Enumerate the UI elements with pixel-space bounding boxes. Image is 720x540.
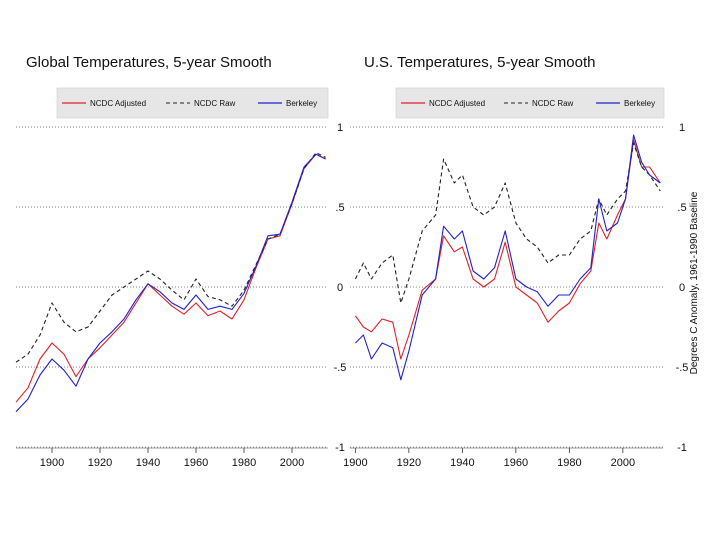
y-tick-label: .5 (677, 202, 686, 214)
y-tick-label: -.5 (676, 362, 689, 374)
x-tick-label: 1980 (232, 457, 256, 469)
x-tick-label: 1900 (40, 457, 64, 469)
series-line-berkeley (15, 153, 326, 413)
y-tick-label: .5 (335, 202, 344, 214)
panel-global: Global Temperatures, 5-year Smooth NCDC … (15, 54, 346, 469)
x-tick-label: 1940 (136, 457, 160, 469)
series-line-ncdc-adjusted (354, 139, 661, 360)
y-axis-label: Degrees C Anomaly, 1961-1990 Baseline (689, 191, 700, 374)
series-line-ncdc-raw (15, 152, 326, 363)
x-tick-label: 1920 (397, 457, 421, 469)
chart-title-us: U.S. Temperatures, 5-year Smooth (364, 54, 596, 71)
y-tick-label: -.5 (334, 362, 347, 374)
series-global (15, 152, 326, 413)
x-tick-label: 1960 (184, 457, 208, 469)
legend-global: NCDC Adjusted NCDC Raw Berkeley (56, 87, 329, 119)
x-axis-us: 1900 1920 1940 1960 1980 2000 (343, 447, 663, 469)
legend-label-ncdc-adjusted: NCDC Adjusted (90, 99, 146, 108)
x-tick-label: 1920 (88, 457, 112, 469)
legend-box (56, 87, 329, 119)
y-tick-label: 0 (679, 282, 685, 294)
panel-us: U.S. Temperatures, 5-year Smooth NCDC Ad… (343, 54, 700, 469)
legend-us: NCDC Adjusted NCDC Raw Berkeley (395, 87, 665, 119)
legend-label-ncdc-raw: NCDC Raw (194, 99, 236, 108)
legend-label-ncdc-raw: NCDC Raw (532, 99, 574, 108)
legend-label-ncdc-adjusted: NCDC Adjusted (429, 99, 485, 108)
series-line-ncdc-adjusted (15, 153, 326, 403)
series-line-berkeley (355, 134, 661, 381)
legend-label-berkeley: Berkeley (624, 99, 655, 108)
series-us (354, 134, 661, 381)
x-tick-label: 1900 (343, 457, 367, 469)
y-tick-label: -1 (335, 442, 345, 454)
y-tick-label: 1 (679, 122, 685, 134)
chart-title-global: Global Temperatures, 5-year Smooth (26, 54, 272, 71)
y-tick-label: 0 (337, 282, 343, 294)
x-tick-label: 2000 (280, 457, 304, 469)
legend-label-berkeley: Berkeley (286, 99, 317, 108)
series-line-ncdc-raw (354, 142, 661, 304)
gridlines-global: 1 .5 0 -.5 -1 (16, 122, 346, 454)
y-tick-label: -1 (677, 442, 687, 454)
x-axis-global: 1900 1920 1940 1960 1980 2000 (16, 447, 328, 469)
x-tick-label: 1960 (504, 457, 528, 469)
x-tick-label: 1940 (450, 457, 474, 469)
y-tick-label: 1 (337, 122, 343, 134)
gridlines-us: 1 .5 0 -.5 -1 (350, 122, 688, 454)
x-tick-label: 2000 (611, 457, 635, 469)
x-tick-label: 1980 (557, 457, 581, 469)
